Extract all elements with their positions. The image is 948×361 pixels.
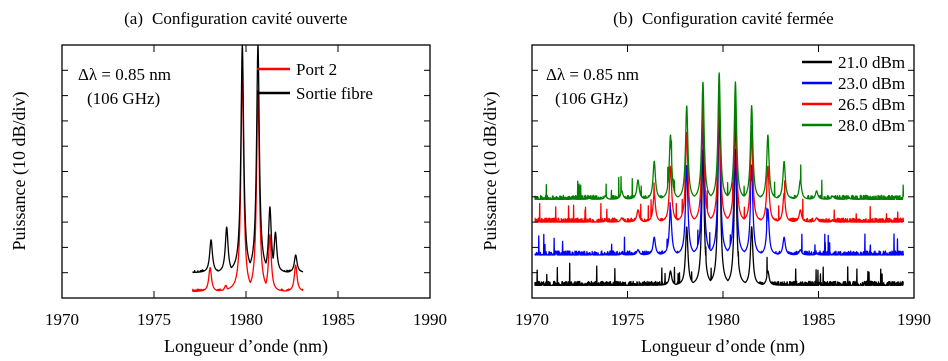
series-line-1 [192, 44, 304, 274]
panel-a-title: Configuration cavité ouverte [152, 9, 347, 28]
legend-label-21dbm: 21.0 dBm [838, 53, 905, 72]
legend-label-28dbm: 28.0 dBm [838, 116, 905, 135]
x-tick-label: 1970 [45, 310, 79, 329]
x-tick-label: 1985 [321, 310, 355, 329]
panel-b-y-axis-label: Puissance (10 dB/div) [480, 92, 501, 251]
legend-label-23dbm: 23.0 dBm [838, 74, 905, 93]
panel-a-x-tick-labels: 1970 1975 1980 1985 1990 [45, 310, 447, 329]
panel-b-plot [534, 72, 905, 286]
x-tick-label: 1970 [515, 310, 549, 329]
panel-b-legend: 21.0 dBm 23.0 dBm 26.5 dBm 28.0 dBm [802, 53, 905, 135]
x-tick-label: 1980 [706, 310, 740, 329]
panel-a-annotation-frequency: (106 GHz) [87, 89, 160, 108]
panel-a-label: (a) [124, 9, 143, 28]
legend-label-sortie-fibre: Sortie fibre [296, 84, 373, 103]
panel-b-x-axis-label: Longueur d’onde (nm) [641, 336, 805, 357]
series-line-0 [191, 69, 304, 293]
panel-b-title: Configuration cavité fermée [642, 9, 834, 28]
panel-a-y-axis-label: Puissance (10 dB/div) [9, 92, 30, 251]
panel-b-label: (b) [613, 9, 633, 28]
series-line-3 [534, 72, 905, 200]
panel-b-annotation-spacing: Δλ = 0.85 nm [546, 65, 639, 84]
panel-b-annotation-frequency: (106 GHz) [555, 89, 628, 108]
legend-label-port-2: Port 2 [296, 60, 337, 79]
panel-a-ticks [61, 45, 431, 298]
panel-a-x-axis-label: Longueur d’onde (nm) [164, 336, 328, 357]
x-tick-label: 1975 [137, 310, 171, 329]
panel-a-plot [191, 44, 304, 293]
x-tick-label: 1990 [413, 310, 447, 329]
x-tick-label: 1985 [802, 310, 836, 329]
panel-a-annotation-spacing: Δλ = 0.85 nm [78, 65, 171, 84]
x-tick-label: 1975 [611, 310, 645, 329]
legend-label-26-5dbm: 26.5 dBm [838, 95, 905, 114]
panel-a: (a) Configuration cavité ouverte 1970 19… [9, 9, 447, 357]
panel-a-legend: Port 2 Sortie fibre [257, 60, 373, 103]
panel-b: (b) Configuration cavité fermée 1970 197… [480, 9, 931, 357]
x-tick-label: 1980 [229, 310, 263, 329]
panel-b-x-tick-labels: 1970 1975 1980 1985 1990 [515, 310, 931, 329]
panel-b-ticks [531, 45, 915, 298]
x-tick-label: 1990 [897, 310, 931, 329]
